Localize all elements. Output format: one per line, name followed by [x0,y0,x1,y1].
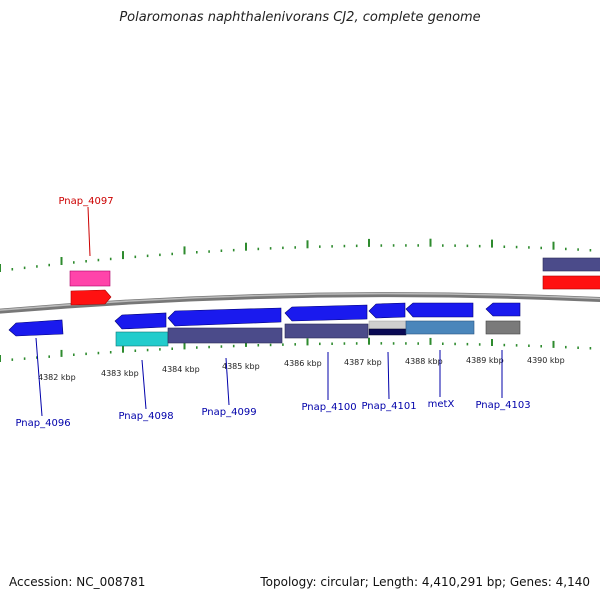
kbp-label: 4390 kbp [527,356,565,365]
leader-pnap4101 [387,351,390,400]
gene-pnap4100-cds[interactable] [284,304,368,322]
gene-pnap4099-feature[interactable] [167,327,283,344]
gene-pnap4103-feature[interactable] [485,320,521,335]
gene-pnap4097-cds[interactable] [70,289,112,306]
gene-pnap4096-cds[interactable] [8,319,64,337]
kbp-label: 4383 kbp [101,369,139,378]
gene-label-pnap4103[interactable]: Pnap_4103 [475,400,530,411]
gene-pnap4097-feature[interactable] [69,270,111,287]
accession-text: Accession: NC_008781 [9,575,146,589]
leader-pnap4098 [141,359,147,410]
genome-backbone [0,292,600,314]
kbp-label: 4384 kbp [162,365,200,374]
gene-label-pnap4098[interactable]: Pnap_4098 [118,411,173,422]
gene-pnap4098-feature[interactable] [115,331,169,347]
leader-pnap4096 [35,337,43,417]
gene-label-pnap4096[interactable]: Pnap_4096 [15,418,70,429]
gene-label-pnap4100[interactable]: Pnap_4100 [301,402,356,413]
gene-metx-feature[interactable] [405,320,475,335]
kbp-label: 4389 kbp [466,356,504,365]
gene-label-metx[interactable]: metX [428,399,455,410]
kbp-label: 4387 kbp [344,358,382,367]
kbp-label: 4382 kbp [38,373,76,382]
gene-metx-cds[interactable] [405,302,474,318]
gene-labels: Pnap_4097 Pnap_4096 Pnap_4098 Pnap_4099 … [15,196,530,429]
gene-pnap4101-feature-bottom[interactable] [368,328,407,336]
genome-title: Polaromonas naphthalenivorans CJ2, compl… [119,10,481,25]
gene-label-pnap4101[interactable]: Pnap_4101 [361,401,416,412]
gene-right-cds[interactable] [542,275,600,290]
gene-pnap4103-cds[interactable] [485,302,521,317]
gene-right-feature[interactable] [542,257,600,272]
inner-tick-row [0,337,592,362]
outer-tick-row [0,238,592,272]
gene-pnap4101-feature-top[interactable] [368,320,407,330]
gene-label-pnap4097[interactable]: Pnap_4097 [58,196,113,207]
leader-pnap4097 [87,206,91,257]
gene-label-leaders [35,206,503,417]
genome-summary-text: Topology: circular; Length: 4,410,291 bp… [260,575,590,589]
gene-label-pnap4099[interactable]: Pnap_4099 [201,407,256,418]
kbp-label: 4388 kbp [405,357,443,366]
kbp-scale-labels: 4382 kbp 4383 kbp 4384 kbp 4385 kbp 4386… [38,356,565,382]
gene-pnap4100-feature[interactable] [284,323,369,339]
gene-pnap4099-cds[interactable] [167,307,282,327]
leader-pnap4099 [225,357,230,406]
kbp-label: 4385 kbp [222,362,260,371]
gene-pnap4101-cds[interactable] [368,302,406,319]
kbp-label: 4386 kbp [284,359,322,368]
gene-pnap4098-cds[interactable] [114,312,167,330]
